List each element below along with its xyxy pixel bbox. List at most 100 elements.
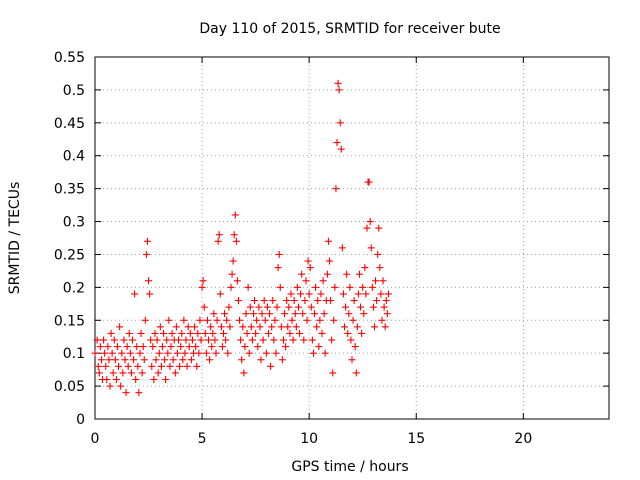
data-point xyxy=(183,362,191,370)
data-point xyxy=(316,316,324,324)
data-point xyxy=(197,336,205,344)
data-point xyxy=(135,389,143,397)
data-point xyxy=(223,316,231,324)
data-point xyxy=(133,343,141,351)
data-point xyxy=(341,323,349,331)
data-point xyxy=(216,290,224,298)
data-point xyxy=(252,329,260,337)
data-point xyxy=(288,316,296,324)
data-point xyxy=(194,329,202,337)
data-point xyxy=(342,303,350,311)
data-point xyxy=(155,349,163,357)
data-point xyxy=(324,237,332,245)
data-point xyxy=(326,257,334,265)
data-point xyxy=(188,336,196,344)
data-point xyxy=(237,336,245,344)
data-point xyxy=(354,290,362,298)
data-point xyxy=(367,244,375,252)
data-point xyxy=(195,349,203,357)
data-point xyxy=(274,264,282,272)
data-point xyxy=(139,343,147,351)
data-point xyxy=(117,382,125,390)
data-point xyxy=(186,329,194,337)
y-tick-label: 0.1 xyxy=(63,346,85,362)
data-point xyxy=(130,356,138,364)
data-point xyxy=(377,290,385,298)
data-point xyxy=(171,369,179,377)
data-point xyxy=(167,343,175,351)
data-point xyxy=(91,349,99,357)
data-point xyxy=(143,237,151,245)
data-point xyxy=(213,316,221,324)
data-point xyxy=(378,316,386,324)
data-point xyxy=(382,297,390,305)
data-point xyxy=(254,343,262,351)
data-point xyxy=(239,323,247,331)
data-point xyxy=(281,310,289,318)
data-point xyxy=(175,336,183,344)
data-point xyxy=(182,336,190,344)
data-point xyxy=(224,349,232,357)
data-point xyxy=(242,310,250,318)
data-point xyxy=(152,356,160,364)
data-point xyxy=(279,336,287,344)
data-point xyxy=(292,323,300,331)
data-point xyxy=(173,349,181,357)
data-point xyxy=(218,343,226,351)
y-tick-label: 0.15 xyxy=(54,313,85,329)
data-point xyxy=(329,369,337,377)
data-point xyxy=(161,356,169,364)
data-point xyxy=(110,336,118,344)
data-point xyxy=(240,369,248,377)
data-point xyxy=(104,343,112,351)
data-point xyxy=(298,270,306,278)
data-point xyxy=(201,329,209,337)
data-point xyxy=(334,79,342,87)
data-point xyxy=(307,303,315,311)
data-point xyxy=(336,119,344,127)
data-point xyxy=(379,277,387,285)
data-point xyxy=(106,382,114,390)
data-point xyxy=(145,277,153,285)
data-point xyxy=(261,316,269,324)
data-point xyxy=(125,329,133,337)
data-point xyxy=(314,297,322,305)
data-point xyxy=(383,310,391,318)
data-point xyxy=(338,244,346,252)
data-point xyxy=(147,336,155,344)
data-point xyxy=(244,283,252,291)
data-point xyxy=(105,356,113,364)
data-point xyxy=(297,290,305,298)
data-point xyxy=(266,310,274,318)
y-tick-label: 0.55 xyxy=(54,50,85,66)
data-point xyxy=(153,336,161,344)
data-point xyxy=(372,277,380,285)
data-point xyxy=(268,323,276,331)
data-point xyxy=(323,270,331,278)
data-point xyxy=(259,336,267,344)
data-point xyxy=(384,290,392,298)
data-point xyxy=(302,277,310,285)
data-point xyxy=(358,329,366,337)
data-point xyxy=(146,290,154,298)
data-point xyxy=(123,343,131,351)
data-point xyxy=(311,310,319,318)
data-point xyxy=(299,310,307,318)
data-point xyxy=(119,369,127,377)
x-tick-label: 20 xyxy=(514,431,532,447)
data-point xyxy=(229,257,237,265)
data-point xyxy=(373,297,381,305)
data-point xyxy=(93,336,101,344)
data-point xyxy=(116,323,124,331)
data-point xyxy=(317,290,325,298)
data-point xyxy=(303,316,311,324)
data-point xyxy=(162,376,170,384)
y-tick-label: 0.05 xyxy=(54,379,85,395)
data-point xyxy=(208,343,216,351)
data-point xyxy=(359,283,367,291)
data-point xyxy=(231,211,239,219)
data-point xyxy=(374,250,382,258)
data-point xyxy=(368,283,376,291)
data-point xyxy=(96,343,104,351)
data-point xyxy=(234,297,242,305)
